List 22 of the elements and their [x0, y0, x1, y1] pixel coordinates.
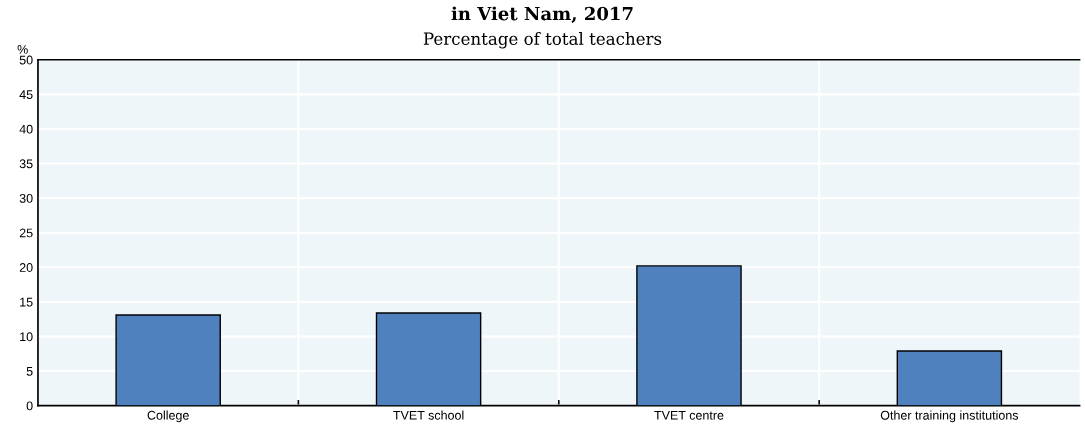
y-tick-label: 10	[20, 332, 33, 342]
y-axis-title: %	[17, 45, 28, 54]
y-tick-label: 30	[19, 193, 33, 203]
chart-title: in Viet Nam, 2017	[451, 6, 633, 24]
x-tick-label: TVET centre	[654, 410, 724, 420]
chart-subtitle: Percentage of total teachers	[423, 32, 662, 49]
x-tick-label: College	[147, 410, 189, 423]
y-tick-label: 50	[19, 55, 33, 65]
bar	[115, 314, 221, 406]
bar	[636, 265, 742, 406]
x-tick-label: Other training institutions	[880, 410, 1019, 423]
y-tick-label: 0	[26, 401, 33, 411]
y-tick-label: 5	[26, 366, 33, 376]
y-tick-label: 35	[19, 159, 33, 169]
bar	[896, 350, 1003, 406]
y-tick-label: 45	[19, 90, 33, 100]
bar	[375, 312, 482, 406]
y-tick-label: 15	[20, 297, 33, 307]
y-tick-label: 25	[19, 228, 33, 238]
y-tick-label: 40	[19, 124, 33, 134]
x-tick-label: TVET school	[393, 410, 464, 420]
y-tick-label: 20	[19, 263, 33, 272]
